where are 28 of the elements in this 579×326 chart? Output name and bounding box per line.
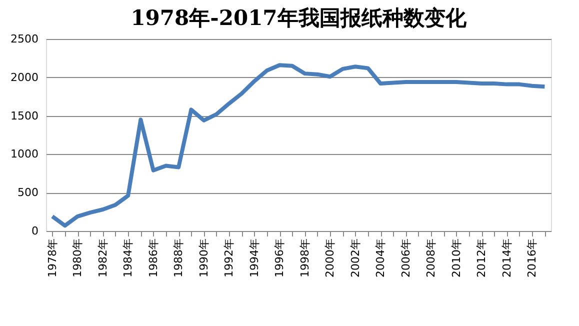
x-tick-label: 1980年 bbox=[71, 238, 84, 278]
x-tick-label: 2006年 bbox=[399, 238, 412, 278]
x-tick-label: 1988年 bbox=[172, 238, 186, 278]
line-series bbox=[50, 63, 547, 228]
x-tick-label: 2014年 bbox=[500, 238, 514, 278]
y-tick-label: 1500 bbox=[10, 109, 38, 122]
x-tick-label: 1990年 bbox=[197, 238, 210, 278]
y-tick-label: 500 bbox=[18, 186, 38, 200]
x-tick-label: 2012年 bbox=[475, 238, 488, 278]
chart-title: 1978年-2017年我国报纸种数变化 bbox=[130, 5, 468, 30]
y-tick-label: 0 bbox=[32, 224, 38, 238]
x-tick-label: 1984年 bbox=[122, 238, 135, 278]
y-tick-label: 1000 bbox=[10, 148, 38, 161]
x-tick-label: 1978年 bbox=[46, 238, 59, 278]
x-tick-label: 2010年 bbox=[450, 238, 463, 278]
x-tick-label: 1992年 bbox=[222, 238, 236, 278]
x-tick-label: 1998年 bbox=[298, 238, 312, 278]
y-tick-label: 2000 bbox=[10, 70, 38, 84]
y-tick-label: 2500 bbox=[10, 32, 38, 46]
x-tick-label: 2008年 bbox=[424, 238, 438, 278]
x-tick-label: 1986年 bbox=[146, 238, 160, 278]
x-tick-label: 2000年 bbox=[324, 238, 337, 278]
x-tick-label: 1996年 bbox=[273, 238, 286, 278]
x-tick-label: 2016年 bbox=[526, 238, 539, 278]
x-tick-label: 2002年 bbox=[348, 238, 362, 278]
x-tick-label: 1982年 bbox=[96, 238, 110, 278]
x-tick-label: 2004年 bbox=[374, 238, 388, 278]
x-tick-label: 1994年 bbox=[248, 238, 261, 278]
